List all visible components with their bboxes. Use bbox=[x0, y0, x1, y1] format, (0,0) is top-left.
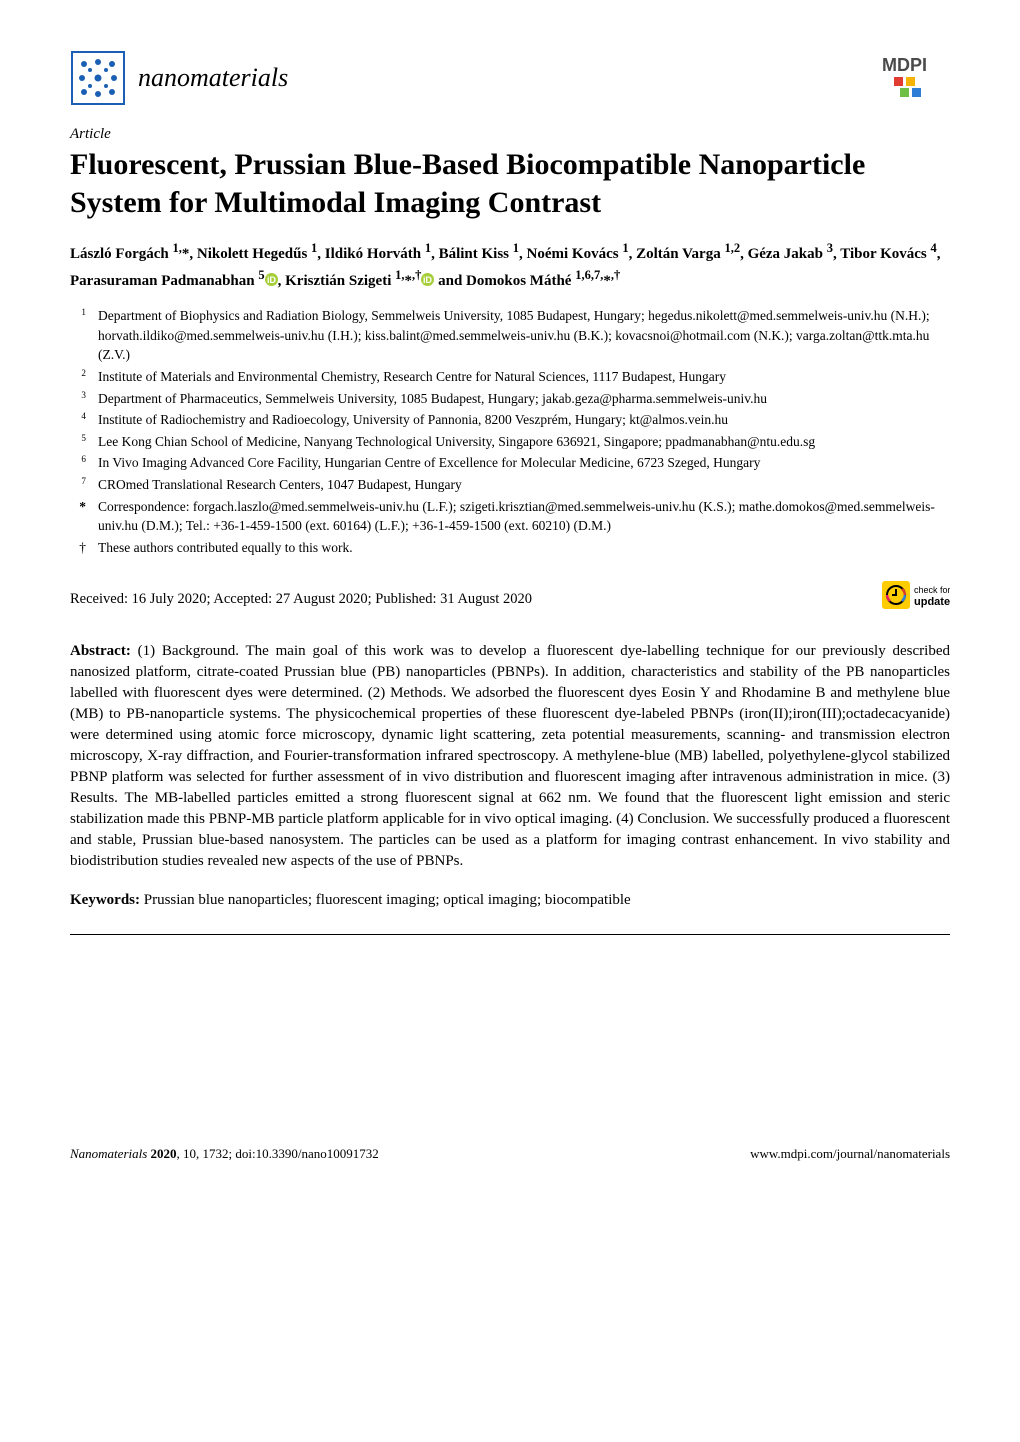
affiliation-number: 2 bbox=[70, 367, 86, 387]
footer-left: Nanomaterials 2020, 10, 1732; doi:10.339… bbox=[70, 1145, 379, 1163]
correspondence-row: * Correspondence: forgach.laszlo@med.semm… bbox=[70, 497, 950, 536]
publisher-logo-icon: MDPI bbox=[882, 55, 950, 101]
footer-right: www.mdpi.com/journal/nanomaterials bbox=[750, 1145, 950, 1163]
footer-journal: Nanomaterials bbox=[70, 1146, 151, 1161]
abstract-block: Abstract: (1) Background. The main goal … bbox=[70, 641, 950, 872]
check-for-updates-icon[interactable]: check for updates bbox=[880, 579, 950, 621]
page-footer: Nanomaterials 2020, 10, 1732; doi:10.339… bbox=[70, 1145, 950, 1163]
affiliation-text: Department of Pharmaceutics, Semmelweis … bbox=[98, 389, 950, 409]
keywords-block: Keywords: Prussian blue nanoparticles; f… bbox=[70, 890, 950, 910]
authors-line: László Forgách 1,*, Nikolett Hegedűs 1, … bbox=[70, 239, 950, 292]
svg-text:iD: iD bbox=[267, 275, 276, 285]
authors-text: László Forgách 1,*, Nikolett Hegedűs 1, … bbox=[70, 246, 941, 289]
journal-name: nanomaterials bbox=[138, 60, 288, 95]
affiliation-row: 4 Institute of Radiochemistry and Radioec… bbox=[70, 410, 950, 430]
correspondence-symbol: * bbox=[70, 497, 86, 536]
abstract-label: Abstract: bbox=[70, 643, 131, 659]
affiliation-row: 3 Department of Pharmaceutics, Semmelweis… bbox=[70, 389, 950, 409]
keywords-label: Keywords: bbox=[70, 892, 140, 908]
affiliation-text: Institute of Radiochemistry and Radioeco… bbox=[98, 410, 950, 430]
affiliations-block: 1Department of Biophysics and Radiation … bbox=[70, 306, 950, 557]
affiliation-text: Lee Kong Chian School of Medicine, Nanya… bbox=[98, 432, 950, 452]
svg-text:check for: check for bbox=[914, 585, 950, 595]
journal-brand: nanomaterials bbox=[70, 50, 288, 106]
affiliation-row: 7 CROmed Translational Research Centers, … bbox=[70, 475, 950, 495]
affiliation-text: In Vivo Imaging Advanced Core Facility, … bbox=[98, 453, 950, 473]
affiliation-row: 5 Lee Kong Chian School of Medicine, Nany… bbox=[70, 432, 950, 452]
article-title: Fluorescent, Prussian Blue-Based Biocomp… bbox=[70, 146, 950, 221]
affiliation-number: 5 bbox=[70, 432, 86, 452]
footer-year: 2020 bbox=[151, 1146, 177, 1161]
header-row: nanomaterials MDPI bbox=[70, 50, 950, 106]
svg-text:updates: updates bbox=[914, 596, 950, 608]
contrib-symbol: † bbox=[70, 538, 86, 558]
journal-logo-icon bbox=[70, 50, 126, 106]
received-row: Received: 16 July 2020; Accepted: 27 Aug… bbox=[70, 579, 950, 621]
affiliation-row: 2 Institute of Materials and Environmenta… bbox=[70, 367, 950, 387]
affiliation-number: 3 bbox=[70, 389, 86, 409]
affiliation-text: CROmed Translational Research Centers, 1… bbox=[98, 475, 950, 495]
affiliation-text: Institute of Materials and Environmental… bbox=[98, 367, 950, 387]
affiliation-text: Department of Biophysics and Radiation B… bbox=[98, 306, 950, 365]
affiliation-number: 7 bbox=[70, 475, 86, 495]
affiliation-number: 6 bbox=[70, 453, 86, 473]
abstract-text: (1) Background. The main goal of this wo… bbox=[70, 643, 950, 869]
svg-text:iD: iD bbox=[423, 275, 432, 285]
article-type: Article bbox=[70, 124, 950, 144]
svg-text:MDPI: MDPI bbox=[882, 55, 927, 75]
affiliation-number: 1 bbox=[70, 306, 86, 365]
affiliation-row: 6 In Vivo Imaging Advanced Core Facility,… bbox=[70, 453, 950, 473]
received-dates: Received: 16 July 2020; Accepted: 27 Aug… bbox=[70, 590, 532, 610]
footer-citation: , 10, 1732; doi:10.3390/nano10091732 bbox=[177, 1146, 379, 1161]
contrib-text: These authors contributed equally to thi… bbox=[98, 538, 950, 558]
correspondence-text: Correspondence: forgach.laszlo@med.semme… bbox=[98, 497, 950, 536]
keywords-text: Prussian blue nanoparticles; fluorescent… bbox=[140, 892, 631, 908]
affiliation-row: 1Department of Biophysics and Radiation … bbox=[70, 306, 950, 365]
contrib-note-row: † These authors contributed equally to th… bbox=[70, 538, 950, 558]
affiliation-number: 4 bbox=[70, 410, 86, 430]
separator-rule bbox=[70, 934, 950, 935]
